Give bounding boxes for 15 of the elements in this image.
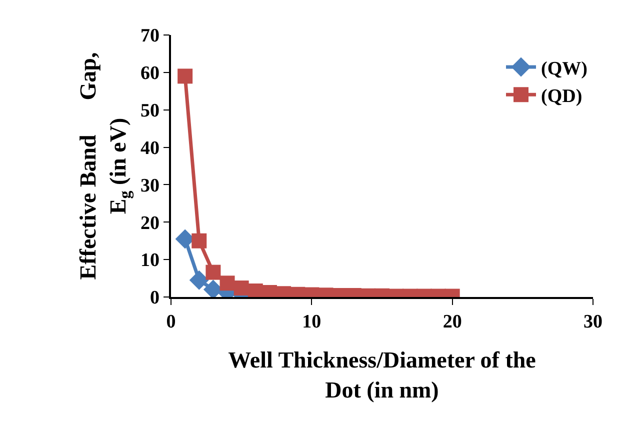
- legend-label: (QD): [541, 86, 582, 108]
- y-tick-label: 10: [140, 250, 160, 272]
- x-tick-label: 30: [584, 312, 602, 333]
- x-tick-label: 0: [166, 312, 176, 333]
- y-tick-label: 30: [140, 175, 160, 196]
- y-tick-label: 0: [150, 288, 160, 309]
- y-tick-label: 60: [140, 63, 160, 84]
- y-tick-label: 40: [140, 138, 160, 159]
- y-tick-label: 50: [140, 100, 160, 122]
- y-tick-label: 70: [140, 26, 160, 47]
- legend-label: (QW): [541, 58, 588, 80]
- y-tick-label: 20: [140, 212, 160, 234]
- x-tick-label: 10: [302, 312, 322, 333]
- x-tick-label: 20: [442, 312, 462, 333]
- x-axis-title: Well Thickness/Diameter of the Dot (in nm): [228, 348, 536, 403]
